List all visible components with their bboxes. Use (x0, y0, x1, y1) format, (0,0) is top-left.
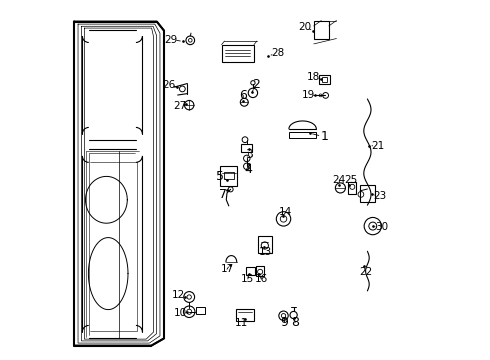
Text: 9: 9 (281, 316, 289, 329)
Bar (221, 45, 254, 62)
Bar (348, 182, 356, 194)
Bar (196, 307, 204, 314)
Text: 7: 7 (220, 188, 227, 201)
Text: 25: 25 (344, 175, 358, 185)
Text: 6: 6 (239, 89, 247, 102)
Text: 20: 20 (298, 22, 311, 32)
Bar (321, 77, 327, 82)
Text: 3: 3 (245, 148, 252, 161)
Bar (224, 172, 234, 179)
Text: 17: 17 (220, 264, 234, 274)
Bar (319, 75, 330, 84)
Text: 30: 30 (375, 222, 389, 232)
Text: 15: 15 (241, 274, 254, 284)
Text: 8: 8 (292, 316, 299, 329)
Bar (314, 21, 329, 39)
Text: 24: 24 (333, 175, 346, 185)
Bar (242, 144, 252, 152)
Bar (236, 309, 254, 321)
Text: 10: 10 (173, 308, 187, 318)
Bar (360, 185, 374, 202)
Text: 12: 12 (172, 290, 185, 300)
Text: 4: 4 (245, 163, 252, 176)
Text: 23: 23 (373, 191, 387, 201)
Text: 22: 22 (359, 267, 372, 277)
Bar (256, 266, 264, 276)
Text: 27: 27 (173, 101, 187, 111)
Text: 11: 11 (235, 318, 248, 328)
Text: 29: 29 (165, 35, 178, 45)
Text: 28: 28 (271, 48, 284, 58)
Text: 5: 5 (216, 170, 224, 183)
Bar (245, 267, 254, 275)
Text: 26: 26 (162, 80, 175, 90)
Text: 21: 21 (371, 141, 385, 151)
Text: 16: 16 (255, 274, 268, 284)
Text: 14: 14 (279, 207, 293, 217)
Text: 19: 19 (301, 90, 315, 100)
Bar (258, 236, 272, 253)
Text: 18: 18 (307, 72, 320, 82)
Text: 13: 13 (259, 247, 272, 257)
Text: 1: 1 (320, 130, 328, 143)
Bar (289, 132, 316, 138)
Bar (220, 166, 238, 186)
Text: 2: 2 (252, 78, 260, 91)
